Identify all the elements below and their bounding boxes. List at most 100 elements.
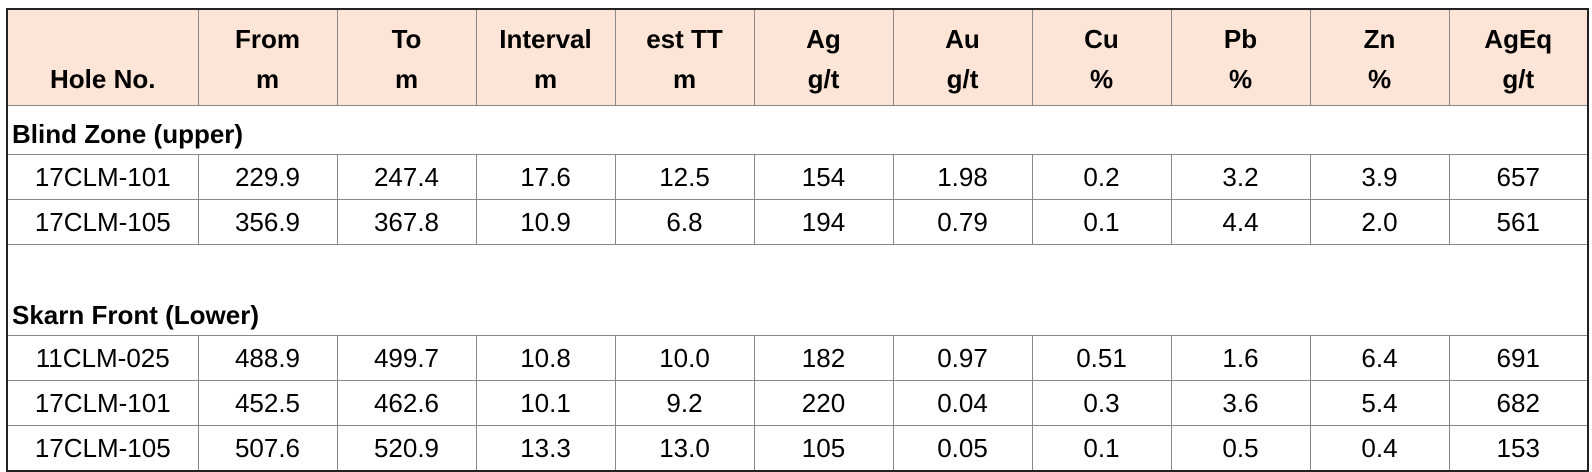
cell: 10.8	[475, 335, 616, 381]
header-text: Zn	[1363, 24, 1396, 54]
cell: 356.9	[197, 199, 338, 245]
header-cell: From m	[197, 8, 338, 106]
cell: 0.05	[892, 425, 1033, 472]
header-text: To	[391, 24, 422, 54]
header-text: Pb	[1223, 24, 1258, 54]
cell: 0.97	[892, 335, 1033, 381]
cell: 452.5	[197, 380, 338, 426]
header-text: %	[1367, 64, 1392, 94]
cell: 154	[753, 154, 894, 200]
cell: 0.5	[1170, 425, 1311, 472]
cell: 1.98	[892, 154, 1033, 200]
cell: 0.79	[892, 199, 1033, 245]
header-text: %	[1089, 64, 1114, 94]
cell: 17CLM-105	[6, 199, 199, 245]
header-text: Ag	[806, 24, 841, 54]
cell: 507.6	[197, 425, 338, 472]
section-title: Blind Zone (upper)	[6, 105, 1589, 155]
cell: 6.4	[1309, 335, 1450, 381]
assay-table: Hole No. From m To m Interval m est TT m Ag g/t Au g…	[6, 8, 1589, 472]
header-cell: Interval m	[475, 8, 616, 106]
cell: 0.04	[892, 380, 1033, 426]
header-text: m	[394, 64, 419, 94]
header-cell: Pb%	[1170, 8, 1311, 106]
cell: 153	[1448, 425, 1589, 472]
cell: 17.6	[475, 154, 616, 200]
data-row: 11CLM-025 488.9 499.7 10.8 10.0 182 0.97 0.51 1.…	[6, 335, 1589, 381]
cell: 488.9	[197, 335, 338, 381]
cell: 2.0	[1309, 199, 1450, 245]
cell: 561	[1448, 199, 1589, 245]
cell: 0.1	[1031, 425, 1172, 472]
cell: 0.4	[1309, 425, 1450, 472]
cell: 6.8	[614, 199, 755, 245]
cell: 499.7	[336, 335, 477, 381]
header-cell: Ag g/t	[753, 8, 894, 106]
cell: 17CLM-101	[6, 380, 199, 426]
header-text: %	[1228, 64, 1253, 94]
data-row: 17CLM-105 507.6 520.9 13.3 13.0 105 0.05 0.1 0.5…	[6, 425, 1589, 472]
header-cell: AgEq g/t	[1448, 8, 1589, 106]
cell: 0.2	[1031, 154, 1172, 200]
section-row: Blind Zone (upper)	[6, 105, 1589, 155]
header-cell: Cu%	[1031, 8, 1172, 106]
header-cell: Hole No.	[6, 8, 199, 106]
data-row: 17CLM-101 452.5 462.6 10.1 9.2 220 0.04 0.3 3.6 5…	[6, 380, 1589, 426]
header-text: AgEq	[1484, 24, 1553, 54]
cell: 3.6	[1170, 380, 1311, 426]
header-text: m	[672, 64, 697, 94]
header-row: Hole No. From m To m Interval m est TT m Ag g/t Au g…	[6, 8, 1589, 106]
header-cell: To m	[336, 8, 477, 106]
header-text: g/t	[1502, 64, 1535, 94]
table-body: Blind Zone (upper) 17CLM-101 229.9 247.4 17.…	[6, 105, 1589, 472]
cell: 5.4	[1309, 380, 1450, 426]
header-text: Hole No.	[50, 64, 156, 94]
cell: 220	[753, 380, 894, 426]
cell: 13.3	[475, 425, 616, 472]
cell: 367.8	[336, 199, 477, 245]
cell: 12.5	[614, 154, 755, 200]
cell: 105	[753, 425, 894, 472]
cell: 10.9	[475, 199, 616, 245]
header-text: est TT	[646, 24, 723, 54]
cell: 194	[753, 199, 894, 245]
header-text: Interval	[499, 24, 592, 54]
cell: 657	[1448, 154, 1589, 200]
cell: 4.4	[1170, 199, 1311, 245]
cell: 1.6	[1170, 335, 1311, 381]
header-text: Au	[945, 24, 980, 54]
cell: 691	[1448, 335, 1589, 381]
data-row: 17CLM-105 356.9 367.8 10.9 6.8 194 0.79 0.1 4.4 2…	[6, 199, 1589, 245]
cell: 9.2	[614, 380, 755, 426]
cell: 0.3	[1031, 380, 1172, 426]
cell: 13.0	[614, 425, 755, 472]
section-title: Skarn Front (Lower)	[6, 244, 1589, 336]
header-text: m	[533, 64, 558, 94]
cell: 17CLM-105	[6, 425, 199, 472]
header-text: From	[235, 24, 300, 54]
cell: 0.51	[1031, 335, 1172, 381]
cell: 17CLM-101	[6, 154, 199, 200]
header-text: g/t	[946, 64, 979, 94]
data-row: 17CLM-101 229.9 247.4 17.6 12.5 154 1.98 0.2 3.2…	[6, 154, 1589, 200]
header-text: m	[255, 64, 280, 94]
header-text: Cu	[1084, 24, 1119, 54]
cell: 229.9	[197, 154, 338, 200]
cell: 520.9	[336, 425, 477, 472]
section-row: Skarn Front (Lower)	[6, 244, 1589, 336]
header-text: g/t	[807, 64, 840, 94]
cell: 462.6	[336, 380, 477, 426]
cell: 682	[1448, 380, 1589, 426]
cell: 182	[753, 335, 894, 381]
cell: 3.2	[1170, 154, 1311, 200]
cell: 3.9	[1309, 154, 1450, 200]
header-cell: Au g/t	[892, 8, 1033, 106]
header-cell: Zn%	[1309, 8, 1450, 106]
cell: 10.1	[475, 380, 616, 426]
header-cell: est TT m	[614, 8, 755, 106]
cell: 11CLM-025	[6, 335, 199, 381]
cell: 247.4	[336, 154, 477, 200]
cell: 0.1	[1031, 199, 1172, 245]
cell: 10.0	[614, 335, 755, 381]
